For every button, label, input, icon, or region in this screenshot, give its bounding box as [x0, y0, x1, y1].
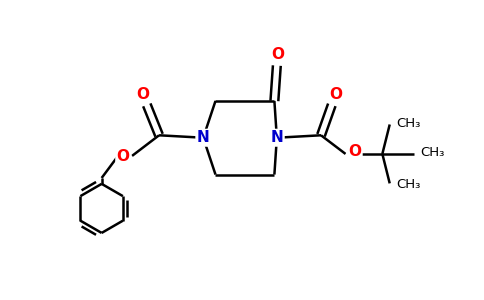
Text: O: O — [348, 145, 361, 160]
Text: O: O — [136, 87, 150, 102]
Text: CH₃: CH₃ — [396, 117, 421, 130]
Text: N: N — [271, 130, 283, 145]
Text: CH₃: CH₃ — [421, 146, 445, 159]
Text: O: O — [272, 47, 284, 62]
Text: O: O — [329, 87, 342, 102]
Text: N: N — [197, 130, 210, 145]
Text: CH₃: CH₃ — [396, 178, 421, 191]
Text: O: O — [117, 149, 130, 164]
